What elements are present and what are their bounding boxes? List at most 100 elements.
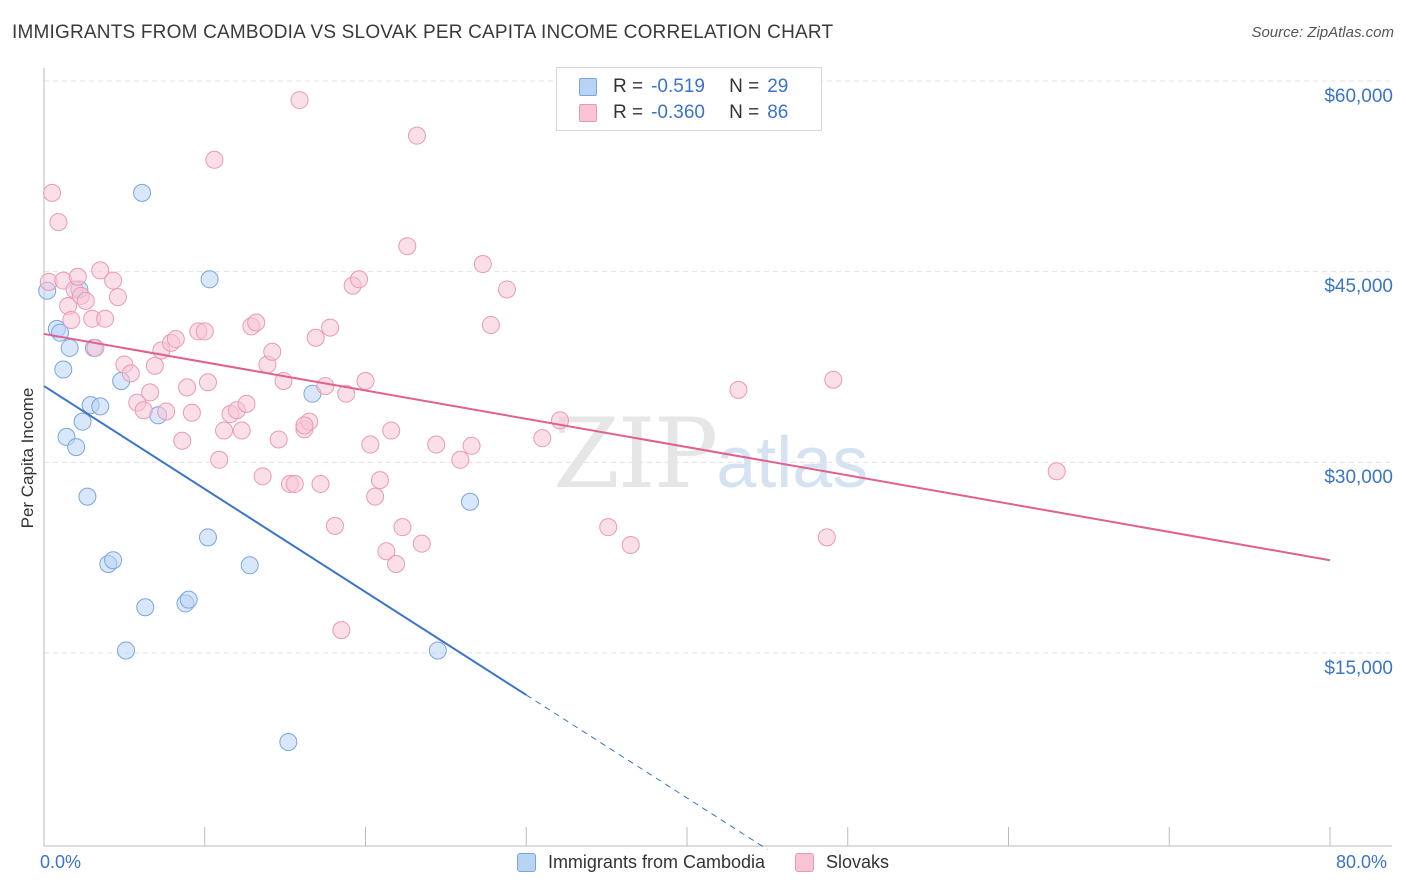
slovak-point [247,313,266,332]
x-axis-min-label: 0.0% [40,852,82,872]
slovak-point [43,183,62,202]
slovak-point [387,555,406,574]
slovak-point [263,342,282,361]
n-value: 86 [767,102,789,123]
slovak-point [253,467,272,486]
y-tick-label: $45,000 [1324,276,1393,297]
slovak-point [145,356,164,375]
slovak-point [62,310,81,329]
slovak-point [316,377,335,396]
slovak-point [366,487,385,506]
cambodia-point [104,551,123,570]
slovak-point [481,316,500,335]
y-tick-label: $60,000 [1324,86,1393,107]
cambodia-point [54,360,73,379]
slovak-point [325,516,344,535]
stats-legend: R = -0.519 N = 29 R = -0.360 N = 86 [556,67,822,131]
slovak-point [824,370,843,389]
watermark-zip: ZIP [553,398,718,510]
slovak-point [121,364,140,383]
cambodia-point [60,338,79,357]
series-legend-item-cambodia[interactable]: Immigrants from Cambodia [516,852,766,873]
slovak-point [393,518,412,537]
slovak-point [232,421,251,440]
slovak-point [237,394,256,413]
cambodia-point [200,270,219,289]
slovak-point [533,429,552,448]
watermark: ZIPatlas [553,398,868,510]
watermark-atlas: atlas [716,423,869,503]
series-legend: Immigrants from Cambodia Slovaks [0,852,1406,873]
r-label: R = [613,102,644,123]
legend-swatch-pink [795,853,815,872]
cambodia-point [240,556,259,575]
n-label: N = [729,102,760,123]
cambodia-point [428,641,447,660]
slovak-point [356,371,375,390]
slovak-point [68,267,87,286]
chart-title: IMMIGRANTS FROM CAMBODIA VS SLOVAK PER C… [12,22,834,43]
slovak-point [157,402,176,421]
slovak-point [96,309,115,328]
slovak-point [269,430,288,449]
slovak-point [198,373,217,392]
slovak-point [817,528,836,547]
r-value: -0.360 [651,102,705,123]
y-axis-label: Per Capita Income [18,387,37,529]
slovak-point [290,91,309,110]
slovak-point [1047,462,1066,481]
slovak-point [321,318,340,337]
slovak-point [49,213,68,232]
r-label: R = [613,76,644,97]
cambodia-point [279,732,298,751]
r-value: -0.519 [651,76,705,97]
slovak-point [382,421,401,440]
slovak-point [729,380,748,399]
n-value: 29 [767,76,789,97]
cambodia-point [198,528,217,547]
slovak-point [285,474,304,493]
cambodia-point [460,492,479,511]
legend-swatch-blue [516,853,536,872]
stats-legend-row-cambodia: R = -0.519 N = 29 [579,75,788,99]
n-label: N = [729,76,760,97]
slovak-point [462,436,481,455]
slovak-point [141,383,160,402]
slovak-point [337,384,356,403]
slovak-point [412,534,431,553]
slovak-point [134,401,153,420]
series-legend-item-slovaks[interactable]: Slovaks [795,852,889,873]
stats-legend-row-slovaks: R = -0.360 N = 86 [579,101,788,125]
slovak-point [398,237,417,256]
slovak-trendline [43,332,1331,562]
cambodia-trendline-extension [525,694,768,850]
slovak-point [311,474,330,493]
slovak-point [182,403,201,422]
slovak-point [621,535,640,554]
slovak-point [370,471,389,490]
slovak-point [195,322,214,341]
slovak-point [178,378,197,397]
slovak-point [427,435,446,454]
slovak-point [210,450,229,469]
slovak-point [350,270,369,289]
cambodia-point [67,438,86,457]
slovak-point [76,291,95,310]
source-label: Source: ZipAtlas.com [1251,24,1394,41]
series-name: Immigrants from Cambodia [547,852,766,872]
slovak-point [361,435,380,454]
cambodia-point [116,641,135,660]
slovak-point [306,328,325,347]
legend-swatch-pink [579,104,597,122]
slovak-point [473,255,492,274]
slovak-point [497,280,516,299]
slovak-point [215,421,234,440]
slovak-point [332,621,351,640]
cambodia-point [91,397,110,416]
slovak-point [104,271,123,290]
slovak-point [295,416,314,435]
slovak-point [173,431,192,450]
x-axis-max-label: 80.0% [1336,852,1388,872]
cambodia-point [133,183,152,202]
